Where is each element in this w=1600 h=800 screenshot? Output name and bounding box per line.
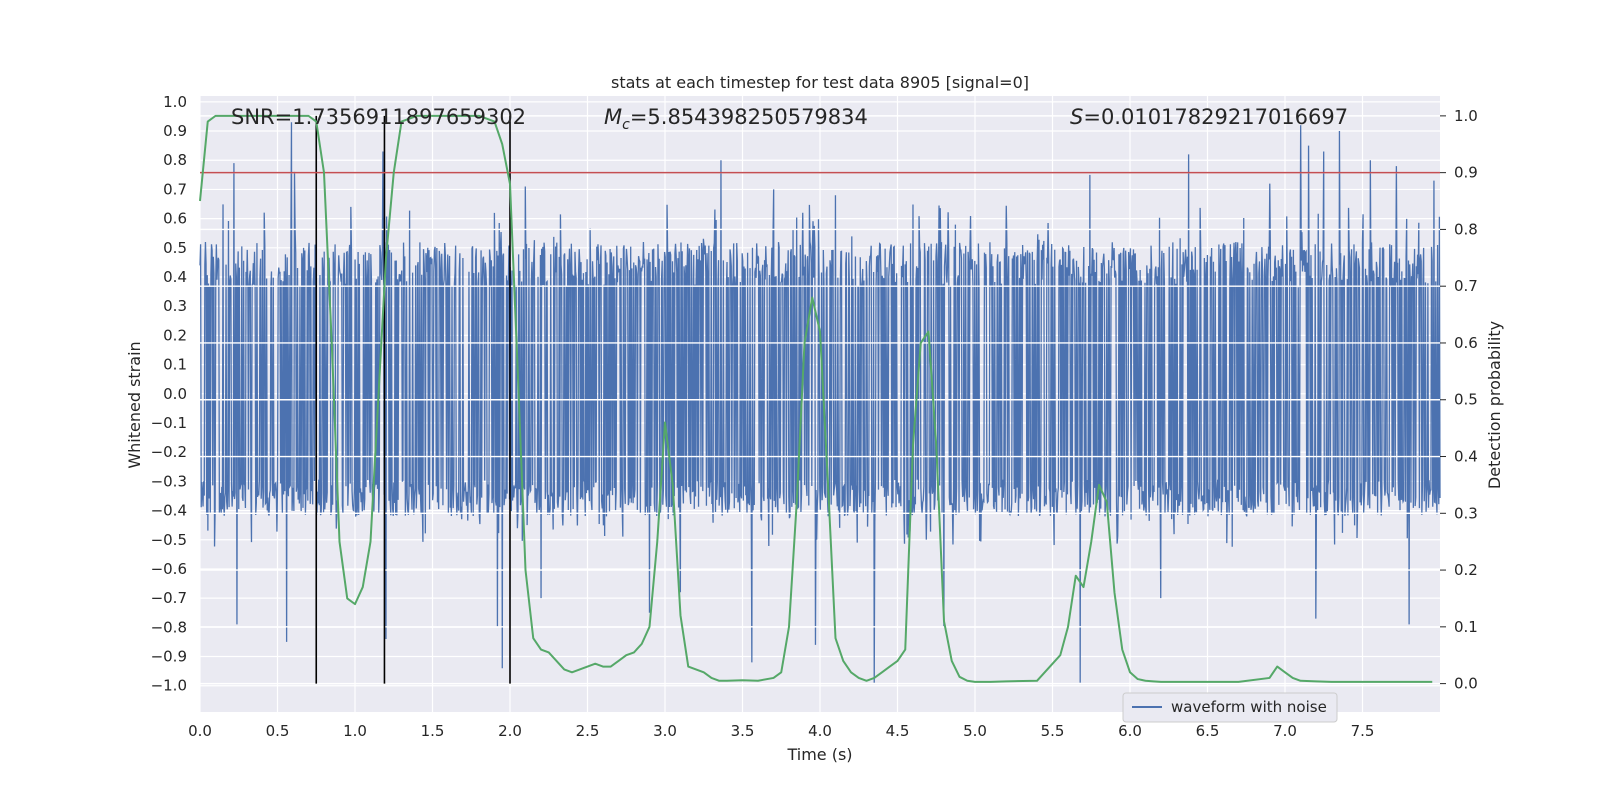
y-left-tick-label: 0.9 xyxy=(163,122,187,140)
s-annotation: S=0.01017829217016697 xyxy=(1070,105,1348,129)
probability-line xyxy=(199,114,1433,683)
y-right-tick-label: 0.9 xyxy=(1454,164,1478,182)
y-left-tick-label: −0.1 xyxy=(151,414,187,432)
y-left-tick-label: −0.9 xyxy=(151,648,187,666)
x-tick-label: 5.0 xyxy=(963,722,987,740)
legend: waveform with noise xyxy=(1122,692,1338,723)
x-tick-label: 6.5 xyxy=(1196,722,1220,740)
chart-title: stats at each timestep for test data 890… xyxy=(611,73,1029,92)
chirp-mass-subscript: c xyxy=(622,117,630,133)
snr-annotation: SNR=1.7356911897659302 xyxy=(231,105,526,129)
waveform-line xyxy=(199,122,1441,683)
y-left-tick-label: 0.0 xyxy=(163,385,187,403)
x-tick-label: 0.0 xyxy=(188,722,212,740)
chirp-mass-annotation: Mc=5.854398250579834 xyxy=(604,105,868,133)
y-left-tick-label: −0.4 xyxy=(151,502,187,520)
x-tick-label: 3.5 xyxy=(731,722,755,740)
y-right-tick-label: 0.0 xyxy=(1454,675,1478,693)
legend-label: waveform with noise xyxy=(1171,698,1327,716)
y-left-tick-label: 1.0 xyxy=(163,93,187,111)
y-right-tick-label: 0.7 xyxy=(1454,277,1478,295)
y-left-tick-label: −0.8 xyxy=(151,618,187,636)
y-left-tick-label: 0.6 xyxy=(163,210,187,228)
y-left-tick-label: 0.1 xyxy=(163,356,187,374)
s-value: =0.01017829217016697 xyxy=(1083,105,1348,129)
y-axis-label-left: Whitened strain xyxy=(125,341,144,468)
x-tick-label: 7.0 xyxy=(1273,722,1297,740)
chirp-mass-value: =5.854398250579834 xyxy=(630,105,868,129)
x-tick-label: 2.5 xyxy=(576,722,600,740)
y-axis-label-right: Detection probability xyxy=(1485,321,1504,489)
x-tick-label: 1.5 xyxy=(421,722,445,740)
y-left-tick-label: −0.6 xyxy=(151,560,187,578)
y-right-tick-label: 0.4 xyxy=(1454,448,1478,466)
x-tick-label: 1.0 xyxy=(343,722,367,740)
y-left-tick-label: −0.7 xyxy=(151,589,187,607)
detection-probability-series xyxy=(199,114,1433,683)
y-right-tick-label: 0.5 xyxy=(1454,391,1478,409)
y-left-tick-label: 0.8 xyxy=(163,151,187,169)
x-tick-label: 4.0 xyxy=(808,722,832,740)
y-right-tick-label: 0.1 xyxy=(1454,618,1478,636)
vertical-markers xyxy=(315,115,511,684)
tick-labels: 0.0 0.5 1.0 1.5 2.0 2.5 3.0 3.5 4.0 4.5 5.0 5.5 6.0 6… xyxy=(151,93,1478,740)
x-tick-label: 0.5 xyxy=(266,722,290,740)
x-tick-label: 5.5 xyxy=(1041,722,1065,740)
s-symbol: S xyxy=(1070,105,1083,129)
y-right-tick-label: 0.3 xyxy=(1454,504,1478,522)
y-left-tick-label: −1.0 xyxy=(151,677,187,695)
y-right-tick-label: 0.6 xyxy=(1454,334,1478,352)
y-left-tick-label: 0.2 xyxy=(163,326,187,344)
x-axis-label: Time (s) xyxy=(786,745,852,764)
legend-box xyxy=(1122,692,1338,723)
y-left-tick-label: −0.5 xyxy=(151,531,187,549)
x-tick-label: 3.0 xyxy=(653,722,677,740)
x-tick-label: 2.0 xyxy=(498,722,522,740)
y-left-tick-label: 0.5 xyxy=(163,239,187,257)
y-right-tick-label: 1.0 xyxy=(1454,107,1478,125)
y-left-tick-label: 0.4 xyxy=(163,268,187,286)
x-tick-label: 6.0 xyxy=(1118,722,1142,740)
x-tick-label: 4.5 xyxy=(886,722,910,740)
chirp-mass-symbol: M xyxy=(604,105,622,129)
y-left-tick-label: −0.2 xyxy=(151,443,187,461)
y-right-tick-label: 0.8 xyxy=(1454,220,1478,238)
y-right-tick-label: 0.2 xyxy=(1454,561,1478,579)
y-left-tick-label: −0.3 xyxy=(151,472,187,490)
x-tick-label: 7.5 xyxy=(1351,722,1375,740)
y-left-tick-label: 0.7 xyxy=(163,180,187,198)
y-left-tick-label: 0.3 xyxy=(163,297,187,315)
